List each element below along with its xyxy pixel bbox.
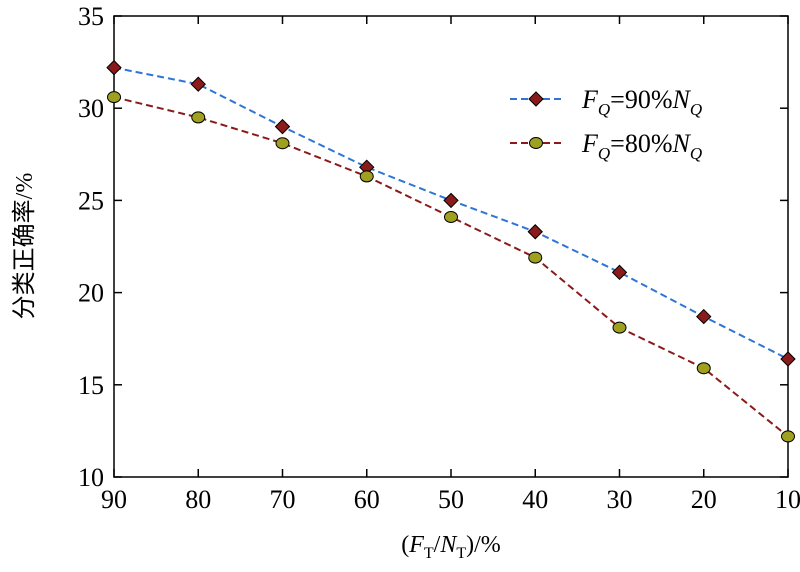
data-point [528,251,543,264]
x-tick-label: 30 [607,485,633,514]
data-point [275,137,290,150]
series-1 [106,59,796,367]
legend-entry-series-2: FQ=80%NQ [510,129,702,163]
x-tick-label: 90 [101,485,127,514]
x-tick-label: 50 [438,485,464,514]
y-tick-label: 25 [78,186,104,215]
x-tick-label: 40 [522,485,548,514]
data-point [780,351,796,367]
data-point [444,210,458,223]
tick-marks [113,15,789,478]
data-point [106,59,122,76]
data-point [274,118,291,135]
x-axis-title: (FT/NT)/% [401,532,501,562]
legend: FQ=90%NQ FQ=80%NQ [510,85,702,163]
x-tick-label: 10 [775,485,800,514]
x-tick-label: 20 [691,485,717,514]
y-axis-title: 分类正确率/% [11,173,38,320]
data-point [190,76,206,92]
data-point [527,224,543,240]
data-point [443,192,459,209]
x-tick-label: 60 [354,485,380,514]
data-point [612,321,627,334]
data-point [191,111,206,124]
data-point [611,264,628,281]
tick-labels: 90 80 70 60 50 40 30 20 10 10 15 20 25 30 35 [78,2,800,514]
data-point [781,430,795,443]
x-tick-label: 70 [270,485,296,514]
y-tick-label: 35 [78,2,104,31]
data-point [107,91,121,104]
series-layer [106,59,796,443]
y-tick-label: 20 [78,279,104,308]
data-point [696,362,711,375]
data-point [359,170,374,183]
legend-entry-series-1: FQ=90%NQ [510,85,702,119]
legend-label-series-2: FQ=80%NQ [581,129,702,163]
legend-label-series-1: FQ=90%NQ [581,85,702,119]
y-tick-label: 15 [78,371,104,400]
y-tick-label: 30 [78,94,104,123]
x-tick-label: 80 [185,485,211,514]
legend-marker-series-1 [528,91,544,107]
y-tick-label: 10 [78,463,104,492]
legend-marker-series-2 [529,137,543,149]
data-point [696,308,712,325]
series-2 [107,91,795,443]
